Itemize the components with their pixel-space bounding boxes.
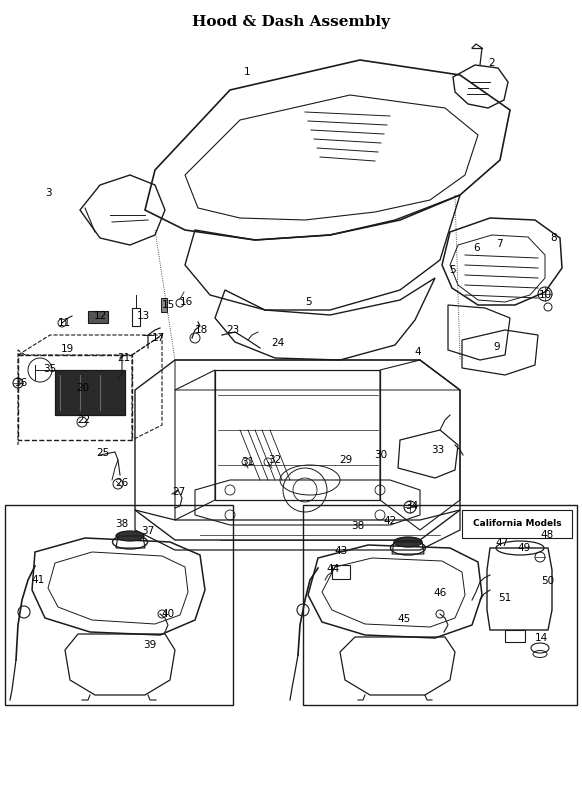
Text: 21: 21 — [118, 353, 130, 363]
Text: 5: 5 — [450, 265, 456, 275]
Bar — [161, 298, 167, 312]
Text: 19: 19 — [61, 344, 74, 354]
Text: 26: 26 — [115, 478, 129, 488]
Text: 25: 25 — [97, 448, 109, 458]
Text: 30: 30 — [374, 450, 388, 460]
Text: 50: 50 — [541, 576, 555, 586]
Text: 24: 24 — [271, 338, 285, 348]
Bar — [505, 630, 525, 642]
Text: 32: 32 — [268, 455, 282, 465]
Text: 29: 29 — [339, 455, 353, 465]
Bar — [55, 370, 125, 415]
Text: 12: 12 — [93, 311, 107, 321]
Text: 18: 18 — [194, 325, 208, 335]
Text: Hood & Dash Assembly: Hood & Dash Assembly — [192, 15, 390, 29]
Text: 8: 8 — [551, 233, 558, 243]
Text: 9: 9 — [494, 342, 501, 352]
Ellipse shape — [116, 531, 144, 541]
Text: 22: 22 — [77, 415, 91, 425]
Text: 10: 10 — [538, 290, 552, 300]
Bar — [5, 505, 233, 705]
Text: 38: 38 — [115, 519, 129, 529]
Text: 36: 36 — [15, 378, 27, 388]
Text: 42: 42 — [384, 516, 396, 526]
Text: 35: 35 — [44, 364, 56, 374]
Text: 2: 2 — [489, 58, 495, 68]
Text: 7: 7 — [496, 239, 502, 249]
Text: 16: 16 — [179, 297, 193, 307]
Text: 41: 41 — [31, 575, 45, 585]
Text: 6: 6 — [474, 243, 480, 253]
Text: 34: 34 — [406, 501, 418, 511]
Text: 43: 43 — [335, 546, 347, 556]
Text: 33: 33 — [431, 445, 445, 455]
Text: 15: 15 — [161, 300, 175, 310]
Text: 27: 27 — [172, 487, 186, 497]
Text: 46: 46 — [434, 588, 446, 598]
Text: 44: 44 — [327, 564, 340, 574]
Text: 23: 23 — [226, 325, 240, 335]
Bar — [88, 311, 108, 323]
Text: 14: 14 — [534, 633, 548, 643]
Text: 20: 20 — [76, 383, 90, 393]
Ellipse shape — [394, 537, 422, 547]
Text: 48: 48 — [540, 530, 553, 540]
Text: 13: 13 — [136, 311, 150, 321]
Text: 31: 31 — [242, 457, 255, 467]
Text: 38: 38 — [352, 521, 365, 531]
Text: 51: 51 — [498, 593, 512, 603]
Text: 1: 1 — [244, 67, 250, 77]
Text: 17: 17 — [151, 333, 165, 343]
Text: 11: 11 — [58, 318, 70, 328]
Bar — [132, 308, 140, 326]
Text: California Models: California Models — [473, 520, 561, 528]
Text: 40: 40 — [161, 609, 175, 619]
Bar — [462, 510, 572, 538]
Text: 5: 5 — [305, 297, 311, 307]
Text: 49: 49 — [517, 543, 531, 553]
Text: 3: 3 — [45, 188, 51, 198]
Text: 47: 47 — [495, 538, 509, 548]
Text: 37: 37 — [141, 526, 155, 536]
Text: 4: 4 — [415, 347, 421, 357]
Text: 39: 39 — [143, 640, 157, 650]
Bar — [303, 505, 577, 705]
Text: 45: 45 — [398, 614, 411, 624]
Bar — [332, 565, 350, 579]
